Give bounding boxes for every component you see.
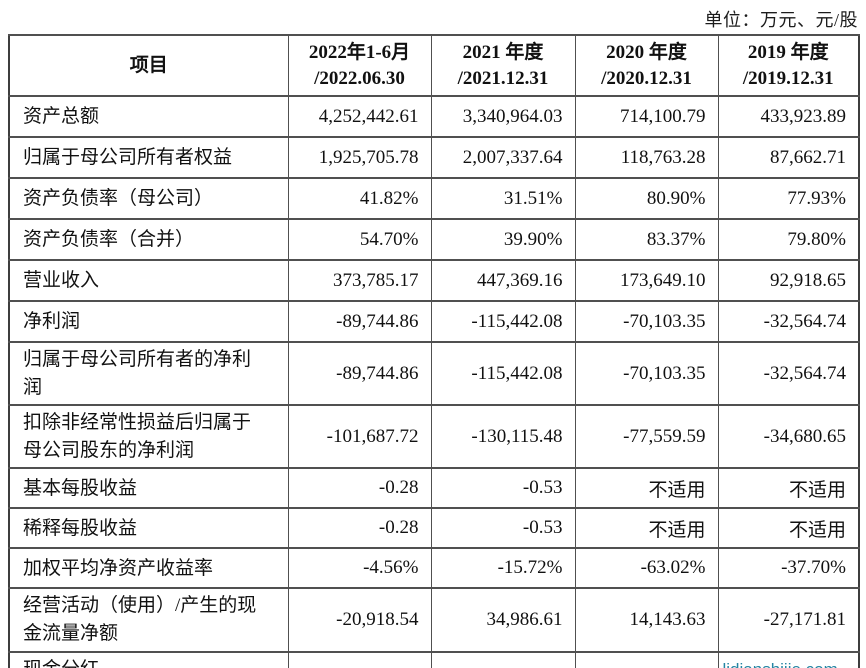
row-label: 现金分红 — [8, 650, 289, 668]
table-row: 扣除非经常性损益后归属于 母公司股东的净利润 -101,687.72 -130,… — [8, 404, 860, 470]
period-line1: 2020 年度 — [606, 42, 687, 63]
table-row: 归属于母公司所有者权益 1,925,705.78 2,007,337.64 11… — [8, 136, 860, 180]
cell-value: 447,369.16 — [430, 259, 576, 303]
cell-value: -89,744.86 — [287, 300, 432, 344]
column-header-period-2020: 2020 年度 /2020.12.31 — [574, 33, 719, 98]
column-header-item: 项目 — [8, 33, 289, 98]
row-label: 基本每股收益 — [8, 467, 289, 510]
column-header-period-2021: 2021 年度 /2021.12.31 — [430, 33, 576, 98]
cell-value: -37.70% — [717, 547, 860, 590]
financial-summary-table: 项目 2022年1-6月 /2022.06.30 2021 年度 /2021.1… — [8, 33, 860, 668]
period-line1: 2021 年度 — [462, 42, 544, 63]
table-row: 加权平均净资产收益率 -4.56% -15.72% -63.02% -37.70… — [8, 547, 860, 590]
cell-value: 不适用 — [574, 507, 719, 550]
cell-value: -115,442.08 — [430, 300, 576, 344]
cell-value: 77.93% — [717, 177, 860, 221]
table-row: 资产负债率（合并） 54.70% 39.90% 83.37% 79.80% — [8, 218, 860, 262]
cell-value: 不适用 — [574, 467, 719, 510]
cell-value: - — [574, 650, 719, 668]
period-line1: 2019 年度 — [747, 42, 829, 63]
cell-value: 39.90% — [430, 218, 576, 262]
cell-value: -63.02% — [574, 547, 719, 590]
cell-value: 31.51% — [430, 177, 576, 221]
table-row: 基本每股收益 -0.28 -0.53 不适用 不适用 — [8, 467, 860, 510]
table-row: 归属于母公司所有者的净利 润 -89,744.86 -115,442.08 -7… — [8, 341, 860, 407]
cell-value: -4.56% — [287, 547, 432, 590]
row-label: 加权平均净资产收益率 — [8, 547, 289, 590]
row-label: 扣除非经常性损益后归属于 母公司股东的净利润 — [8, 404, 289, 470]
cell-value: 173,649.10 — [574, 259, 719, 303]
row-label: 净利润 — [8, 300, 289, 344]
cell-value: -0.28 — [287, 507, 432, 550]
cell-value: 不适用 — [717, 507, 860, 550]
period-line2: /2021.12.31 — [457, 67, 549, 89]
row-label: 经营活动（使用）/产生的现 金流量净额 — [8, 587, 289, 653]
row-label: 资产总额 — [8, 95, 289, 139]
cell-value: 433,923.89 — [717, 95, 860, 139]
cell-value: -32,564.74 — [717, 341, 860, 407]
cell-value: -27,171.81 — [717, 587, 860, 653]
cell-value: -77,559.59 — [574, 404, 719, 470]
cell-value: -89,744.86 — [287, 341, 432, 407]
cell-value: 92,918.65 — [717, 259, 860, 303]
cell-value: 83.37% — [574, 218, 719, 262]
row-label: 资产负债率（母公司） — [8, 177, 289, 221]
cell-value: 4,252,442.61 — [287, 95, 432, 139]
table-row: 营业收入 373,785.17 447,369.16 173,649.10 92… — [8, 259, 860, 303]
row-label: 营业收入 — [8, 259, 289, 303]
unit-label: 单位：万元、元/股 — [704, 10, 858, 30]
cell-value: 1,925,705.78 — [287, 136, 432, 180]
cell-value: -130,115.48 — [430, 404, 576, 470]
period-line2: /2020.12.31 — [601, 67, 692, 89]
cell-value: 不适用 — [717, 467, 860, 510]
table-row: 资产负债率（母公司） 41.82% 31.51% 80.90% 77.93% — [8, 177, 860, 221]
cell-value: -70,103.35 — [574, 341, 719, 407]
table-row: 现金分红 - - - lidianshijie.com_ — [8, 650, 860, 668]
cell-value: 14,143.63 — [574, 587, 719, 653]
cell-value: 714,100.79 — [574, 95, 719, 139]
cell-value: -115,442.08 — [430, 341, 576, 407]
cell-value: -0.53 — [430, 467, 576, 510]
table-row: 资产总额 4,252,442.61 3,340,964.03 714,100.7… — [8, 95, 860, 139]
column-header-period-2019: 2019 年度 /2019.12.31 — [717, 33, 860, 98]
cell-value: 118,763.28 — [574, 136, 719, 180]
cell-value: 87,662.71 — [717, 136, 860, 180]
table-header-row: 项目 2022年1-6月 /2022.06.30 2021 年度 /2021.1… — [8, 33, 860, 98]
watermark-cell: lidianshijie.com_ — [717, 650, 860, 668]
cell-value: -101,687.72 — [287, 404, 432, 470]
cell-value: - — [287, 650, 432, 668]
cell-value: -34,680.65 — [717, 404, 860, 470]
table-row: 经营活动（使用）/产生的现 金流量净额 -20,918.54 34,986.61… — [8, 587, 860, 653]
period-line2: /2019.12.31 — [742, 67, 834, 89]
cell-value: 34,986.61 — [430, 587, 576, 653]
cell-value: 41.82% — [287, 177, 432, 221]
cell-value: -15.72% — [430, 547, 576, 590]
row-label: 归属于母公司所有者的净利 润 — [8, 341, 289, 407]
cell-value: -0.28 — [287, 467, 432, 510]
cell-value: 373,785.17 — [287, 259, 432, 303]
row-label: 归属于母公司所有者权益 — [8, 136, 289, 180]
cell-value: -0.53 — [430, 507, 576, 550]
period-line1: 2022年1-6月 — [308, 42, 411, 63]
cell-value: 80.90% — [574, 177, 719, 221]
table-row: 净利润 -89,744.86 -115,442.08 -70,103.35 -3… — [8, 300, 860, 344]
cell-value: -70,103.35 — [574, 300, 719, 344]
table-row: 稀释每股收益 -0.28 -0.53 不适用 不适用 — [8, 507, 860, 550]
row-label: 资产负债率（合并） — [8, 218, 289, 262]
watermark-text: lidianshijie.com — [723, 660, 838, 668]
cell-value: 79.80% — [717, 218, 860, 262]
cell-value: 3,340,964.03 — [430, 95, 576, 139]
row-label: 稀释每股收益 — [8, 507, 289, 550]
period-line2: /2022.06.30 — [314, 67, 405, 89]
cell-value: -32,564.74 — [717, 300, 860, 344]
cell-value: -20,918.54 — [287, 587, 432, 653]
cell-value: - — [430, 650, 576, 668]
cell-value: 54.70% — [287, 218, 432, 262]
cell-value: 2,007,337.64 — [430, 136, 576, 180]
column-header-period-2022: 2022年1-6月 /2022.06.30 — [287, 33, 432, 98]
watermark-underscore: _ — [838, 662, 846, 668]
